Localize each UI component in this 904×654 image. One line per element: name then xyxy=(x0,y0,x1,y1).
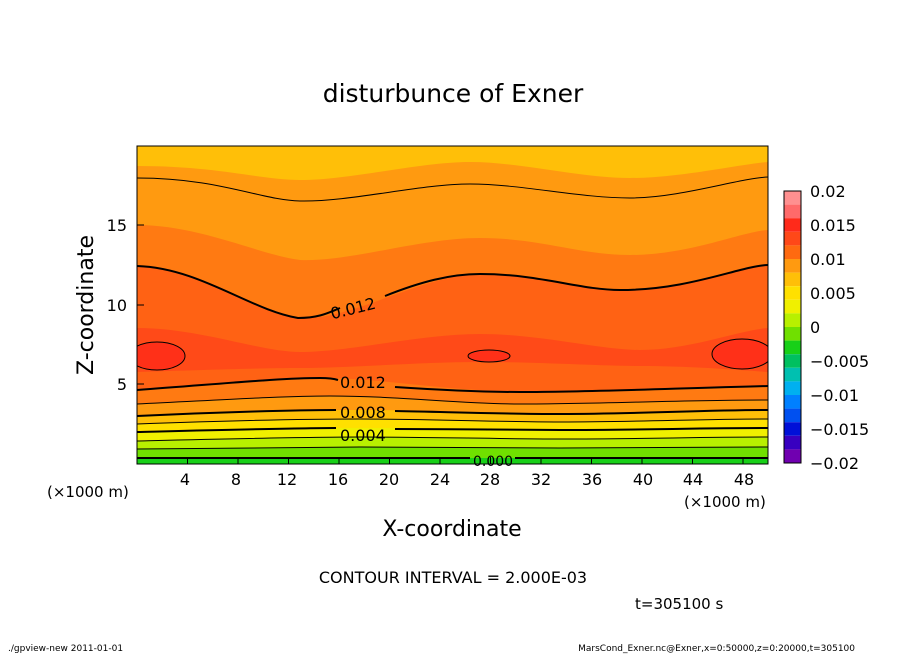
colorbar-swatches xyxy=(784,191,801,463)
y-tick-labels: 5 10 15 xyxy=(107,216,127,394)
time-stamp: t=305100 s xyxy=(635,595,723,613)
local-max-left xyxy=(137,341,186,371)
colorbar-tick-label: −0.005 xyxy=(810,352,869,371)
x-tick-label: 48 xyxy=(734,470,754,489)
contour-labels: 0.012 0.012 0.008 0.004 0.000 xyxy=(329,294,514,470)
local-max-right xyxy=(711,338,768,370)
x-tick-labels: 4 8 12 16 20 24 28 32 36 40 44 48 xyxy=(180,470,754,489)
contour-lines xyxy=(137,176,768,459)
x-tick-label: 44 xyxy=(683,470,703,489)
colorbar-tick-labels: 0.02 0.015 0.01 0.005 0 −0.005 −0.01 −0.… xyxy=(810,182,869,473)
colorbar-frame xyxy=(783,190,802,464)
x-tick-label: 4 xyxy=(180,470,190,489)
y-tick-label: 15 xyxy=(107,216,127,235)
colorbar-tick-label: −0.01 xyxy=(810,386,859,405)
colorbar: 0.02 0.015 0.01 0.005 0 −0.005 −0.01 −0.… xyxy=(783,182,869,473)
contour-label-000: 0.000 xyxy=(473,454,513,470)
contour-interval-note: CONTOUR INTERVAL = 2.000E-03 xyxy=(319,568,587,587)
x-tick-label: 16 xyxy=(328,470,348,489)
local-max-center xyxy=(467,349,511,363)
z-unit-label: (×1000 m) xyxy=(47,483,129,501)
footer-left: ./gpview-new 2011-01-01 xyxy=(8,644,123,654)
colorbar-tick-label: 0.015 xyxy=(810,216,856,235)
band-max xyxy=(137,328,768,372)
x-tick-label: 32 xyxy=(531,470,551,489)
contour-fill xyxy=(137,146,768,464)
x-axis-ticks xyxy=(187,457,744,464)
x-tick-label: 24 xyxy=(430,470,450,489)
colorbar-tick-label: −0.015 xyxy=(810,420,869,439)
x-tick-label: 20 xyxy=(379,470,399,489)
colorbar-tick-label: 0 xyxy=(810,318,820,337)
chart-title: disturbunce of Exner xyxy=(323,79,584,108)
y-tick-label: 10 xyxy=(107,296,127,315)
footer-right: MarsCond_Exner.nc@Exner,x=0:50000,z=0:20… xyxy=(578,644,855,654)
colorbar-tick-label: −0.02 xyxy=(810,454,859,473)
colorbar-tick-label: 0.005 xyxy=(810,284,856,303)
x-tick-label: 36 xyxy=(582,470,602,489)
colorbar-tick-label: 0.02 xyxy=(810,182,846,201)
contour-label-012-lower: 0.012 xyxy=(340,373,386,392)
x-unit-label: (×1000 m) xyxy=(684,493,766,511)
contour-label-008: 0.008 xyxy=(340,403,386,422)
x-tick-label: 8 xyxy=(231,470,241,489)
colorbar-tick-label: 0.01 xyxy=(810,250,846,269)
y-axis-ticks xyxy=(137,224,144,385)
x-tick-label: 40 xyxy=(633,470,653,489)
x-tick-label: 28 xyxy=(480,470,500,489)
band-lower-neg xyxy=(137,458,768,464)
x-axis-label: X-coordinate xyxy=(382,517,521,542)
x-tick-label: 12 xyxy=(277,470,297,489)
contour-label-004: 0.004 xyxy=(340,426,386,445)
y-tick-label: 5 xyxy=(117,375,127,394)
y-axis-label: Z-coordinate xyxy=(74,235,99,375)
